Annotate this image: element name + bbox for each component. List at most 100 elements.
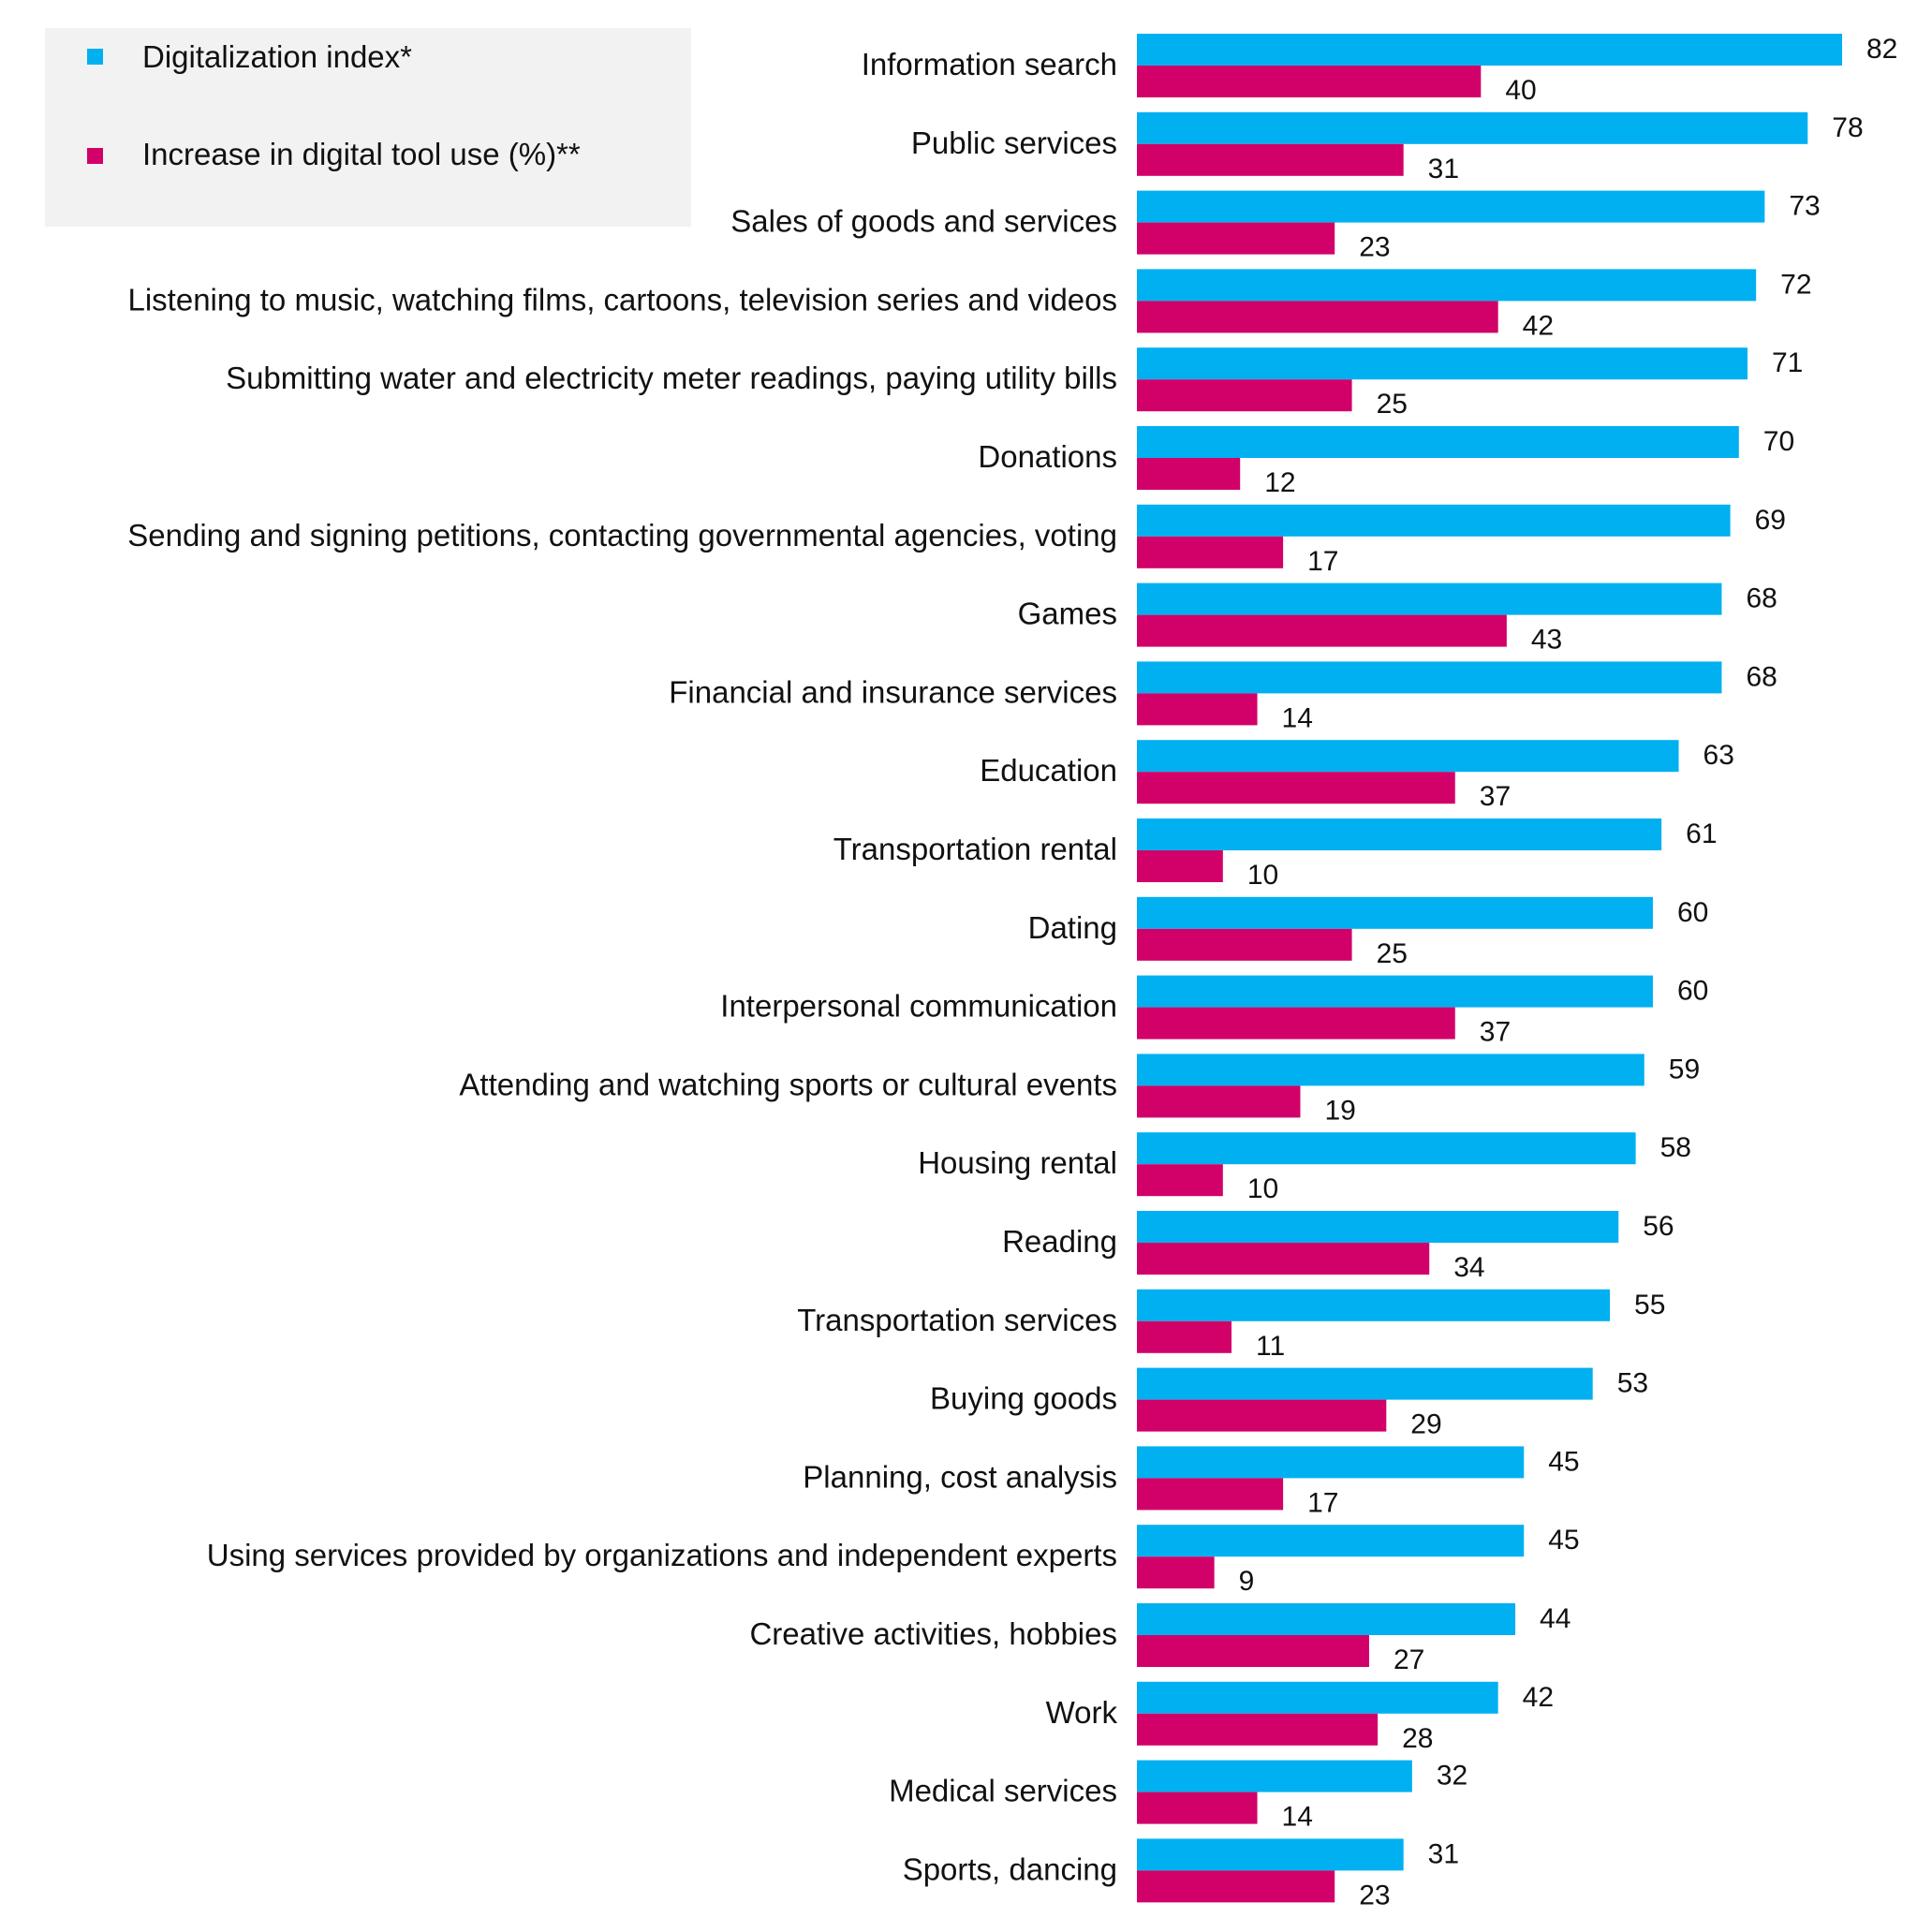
data-label-digitalization-index: 32 [1437,1761,1467,1792]
category-label: Information search [862,47,1117,81]
data-label-digital-tool-increase: 42 [1523,310,1554,341]
category-label: Public services [911,125,1117,160]
bar-digitalization-index [1137,661,1722,694]
bar-digitalization-index [1137,1132,1636,1165]
data-label-digital-tool-increase: 14 [1282,1802,1313,1833]
bar-digitalization-index [1137,1603,1516,1635]
bar-digital-tool-increase [1137,850,1223,882]
data-label-digital-tool-increase: 40 [1505,75,1536,106]
data-label-digital-tool-increase: 10 [1247,860,1278,891]
data-label-digital-tool-increase: 29 [1410,1409,1441,1440]
bar-digital-tool-increase [1137,1320,1232,1353]
category-label: Donations [978,439,1117,474]
category-label: Dating [1028,910,1117,945]
category-label: Games [1018,597,1117,631]
category-label: Transportation rental [833,832,1117,866]
data-label-digitalization-index: 31 [1428,1838,1459,1869]
data-label-digitalization-index: 61 [1686,818,1717,849]
data-label-digital-tool-increase: 12 [1264,467,1295,498]
category-label: Sports, dancing [903,1851,1117,1886]
bar-digital-tool-increase [1137,1635,1369,1667]
data-label-digitalization-index: 58 [1660,1132,1691,1163]
data-label-digital-tool-increase: 23 [1359,1880,1390,1910]
category-label: Sending and signing petitions, contactin… [127,518,1117,553]
bar-digital-tool-increase [1137,66,1482,97]
data-label-digital-tool-increase: 17 [1307,1487,1338,1518]
category-label: Reading [1002,1224,1117,1259]
bar-digitalization-index [1137,896,1653,929]
data-label-digital-tool-increase: 9 [1239,1566,1255,1597]
data-label-digital-tool-increase: 19 [1324,1095,1355,1126]
data-label-digitalization-index: 60 [1677,897,1708,928]
data-label-digitalization-index: 42 [1523,1682,1554,1713]
bars-layer: Information search 82 40 Public services 78 3… [127,34,1897,1910]
bar-digital-tool-increase [1137,1556,1215,1589]
bar-digitalization-index [1137,1838,1404,1871]
bar-digitalization-index [1137,975,1653,1008]
bar-digitalization-index [1137,1289,1611,1321]
data-label-digitalization-index: 73 [1789,191,1820,222]
bar-digitalization-index [1137,818,1662,850]
category-label: Interpersonal communication [720,989,1117,1024]
bar-digitalization-index [1137,1760,1412,1792]
bar-digital-tool-increase [1137,379,1352,412]
legend-swatch-digital-tool-increase [87,148,103,164]
bar-digital-tool-increase [1137,772,1455,804]
data-label-digitalization-index: 45 [1548,1446,1579,1477]
data-label-digital-tool-increase: 25 [1377,389,1408,420]
bar-digital-tool-increase [1137,1164,1223,1197]
category-label: Planning, cost analysis [803,1459,1117,1494]
bar-digital-tool-increase [1137,1085,1301,1118]
category-label: Submitting water and electricity meter r… [226,361,1117,395]
data-label-digitalization-index: 69 [1755,505,1786,536]
data-label-digitalization-index: 59 [1669,1054,1700,1084]
data-label-digital-tool-increase: 34 [1453,1252,1484,1283]
data-label-digital-tool-increase: 37 [1480,781,1511,812]
bar-digital-tool-increase [1137,458,1241,490]
bar-digitalization-index [1137,740,1679,773]
data-label-digitalization-index: 68 [1746,583,1777,614]
bar-digital-tool-increase [1137,536,1284,568]
bar-digitalization-index [1137,1054,1644,1086]
bar-digital-tool-increase [1137,1007,1455,1040]
category-label: Medical services [889,1774,1117,1808]
bar-digital-tool-increase [1137,928,1352,961]
bar-digitalization-index [1137,1367,1593,1400]
data-label-digitalization-index: 82 [1866,34,1897,65]
legend-label-digital-tool-increase: Increase in digital tool use (%)** [142,137,581,171]
bar-digitalization-index [1137,1446,1525,1479]
legend-label-digitalization-index: Digitalization index* [142,39,412,74]
data-label-digital-tool-increase: 37 [1480,1017,1511,1048]
bar-digital-tool-increase [1137,1399,1387,1432]
category-label: Attending and watching sports or cultura… [459,1067,1117,1101]
bar-digital-tool-increase [1137,1478,1284,1511]
data-label-digitalization-index: 45 [1548,1525,1579,1556]
category-label: Creative activities, hobbies [749,1616,1117,1651]
data-label-digital-tool-increase: 10 [1247,1173,1278,1204]
bar-digitalization-index [1137,426,1739,458]
data-label-digital-tool-increase: 43 [1531,625,1562,656]
bar-digitalization-index [1137,1681,1498,1714]
bar-digital-tool-increase [1137,222,1335,255]
data-label-digital-tool-increase: 28 [1402,1723,1433,1754]
bar-digitalization-index [1137,190,1765,223]
bar-digitalization-index [1137,1211,1619,1243]
data-label-digitalization-index: 56 [1643,1211,1674,1242]
bar-digital-tool-increase [1137,1713,1379,1746]
data-label-digital-tool-increase: 11 [1256,1331,1285,1362]
data-label-digital-tool-increase: 14 [1282,702,1313,733]
data-label-digitalization-index: 72 [1780,269,1811,300]
category-label: Housing rental [918,1145,1117,1180]
bar-digitalization-index [1137,269,1757,302]
data-label-digitalization-index: 78 [1832,112,1863,143]
category-label: Education [980,753,1117,788]
data-label-digitalization-index: 71 [1772,347,1803,378]
data-label-digital-tool-increase: 27 [1394,1644,1424,1675]
category-label: Listening to music, watching films, cart… [128,282,1118,317]
category-label: Buying goods [930,1381,1117,1416]
bar-digitalization-index [1137,504,1731,537]
legend-swatch-digitalization-index [87,49,103,65]
data-label-digitalization-index: 70 [1763,426,1794,457]
bar-digitalization-index [1137,347,1748,380]
